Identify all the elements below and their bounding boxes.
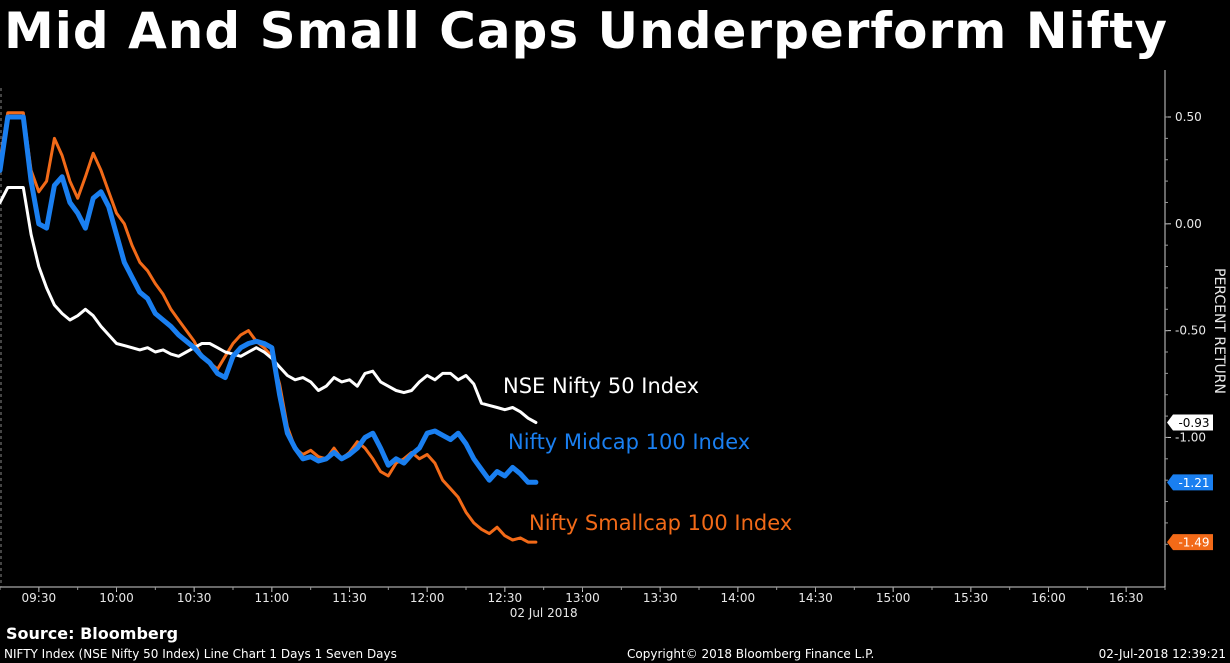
last-value-tag bbox=[1167, 534, 1213, 551]
x-tick-label: 15:00 bbox=[876, 591, 911, 605]
series-label-nse-nifty-50-index: NSE Nifty 50 Index bbox=[503, 374, 699, 398]
series-label-nifty-smallcap-100-index: Nifty Smallcap 100 Index bbox=[529, 511, 792, 535]
x-tick-label: 09:30 bbox=[22, 591, 57, 605]
y-tick-label: -1.00 bbox=[1175, 430, 1206, 444]
x-tick-label: 12:00 bbox=[410, 591, 445, 605]
chart-title: Mid And Small Caps Underperform Nifty bbox=[4, 2, 1168, 60]
x-tick-label: 15:30 bbox=[954, 591, 989, 605]
x-tick-label: 13:00 bbox=[565, 591, 600, 605]
source-note: Source: Bloomberg bbox=[6, 624, 179, 643]
x-tick-label: 14:00 bbox=[721, 591, 756, 605]
series-line-nse-nifty-50-index bbox=[0, 186, 538, 424]
last-value-label: -1.49 bbox=[1178, 536, 1209, 550]
last-value-tag bbox=[1167, 474, 1213, 491]
y-tick-label: 0.00 bbox=[1175, 217, 1202, 231]
footer-chart-info: NIFTY Index (NSE Nifty 50 Index) Line Ch… bbox=[4, 647, 397, 661]
x-tick-label: 10:00 bbox=[99, 591, 134, 605]
x-tick-label: 11:30 bbox=[332, 591, 367, 605]
footer-timestamp: 02-Jul-2018 12:39:21 bbox=[1098, 647, 1226, 661]
x-tick-label: 13:30 bbox=[643, 591, 678, 605]
series-label-nifty-midcap-100-index: Nifty Midcap 100 Index bbox=[508, 430, 750, 454]
labels-layer: NSE Nifty 50 Index Nifty Midcap 100 Index… bbox=[503, 374, 1213, 551]
footer-copyright: Copyright© 2018 Bloomberg Finance L.P. bbox=[627, 647, 875, 661]
y-tick-label: -0.50 bbox=[1175, 324, 1206, 338]
x-tick-label: 10:30 bbox=[177, 591, 212, 605]
x-tick-label: 14:30 bbox=[798, 591, 833, 605]
series-line-nifty-smallcap-100-index bbox=[0, 111, 538, 544]
x-tick-label: 11:00 bbox=[255, 591, 290, 605]
y-tick-label: 0.50 bbox=[1175, 110, 1202, 124]
last-value-label: -1.21 bbox=[1178, 476, 1209, 490]
axes: 0.50 0.00 -0.50 -1.00 PERCENT RETURN 09:30 10:… bbox=[0, 70, 1227, 620]
x-tick-label: 16:00 bbox=[1031, 591, 1066, 605]
x-tick-label: 12:30 bbox=[488, 591, 523, 605]
x-tick-label: 16:30 bbox=[1109, 591, 1144, 605]
y-axis-title: PERCENT RETURN bbox=[1211, 268, 1227, 394]
last-value-label: -0.93 bbox=[1178, 416, 1209, 430]
x-date-label: 02 Jul 2018 bbox=[510, 606, 578, 620]
series-line-nifty-midcap-100-index bbox=[0, 114, 539, 485]
last-value-tag bbox=[1167, 414, 1213, 431]
series-layer bbox=[0, 111, 539, 544]
